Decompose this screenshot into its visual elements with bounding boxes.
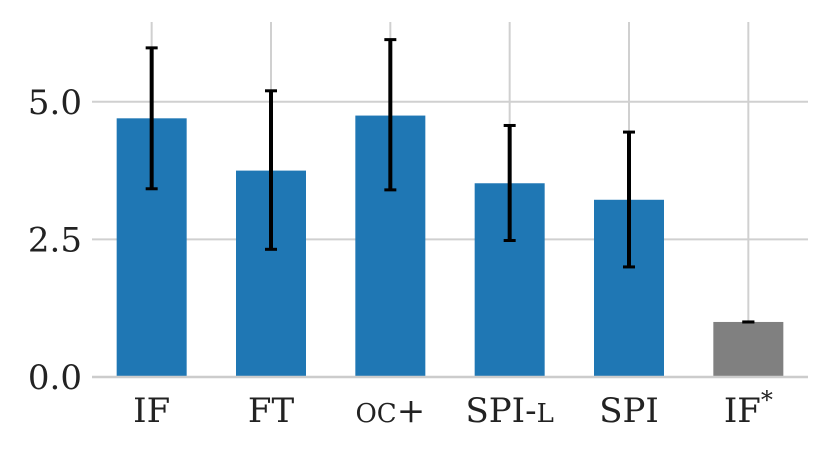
x-tick-label: SPI bbox=[599, 391, 659, 431]
x-tick-label: IF bbox=[133, 391, 170, 431]
error-bars bbox=[145, 38, 755, 324]
y-tick-label: 2.5 bbox=[28, 220, 82, 260]
grid-lines bbox=[92, 22, 808, 377]
x-tick-label: SPI-L bbox=[465, 391, 553, 431]
x-tick-label: FT bbox=[248, 391, 295, 431]
bars bbox=[116, 115, 784, 378]
y-tick-label: 5.0 bbox=[28, 83, 82, 123]
x-tick-labels: IF FT OC+ SPI-L SPI IF* bbox=[133, 386, 773, 431]
x-tick-label: IF* bbox=[724, 386, 773, 431]
bar-if- bbox=[713, 321, 784, 377]
y-tick-labels: 0.0 2.5 5.0 bbox=[28, 83, 82, 398]
x-tick-label: OC+ bbox=[355, 391, 425, 431]
y-tick-label: 0.0 bbox=[28, 358, 82, 398]
